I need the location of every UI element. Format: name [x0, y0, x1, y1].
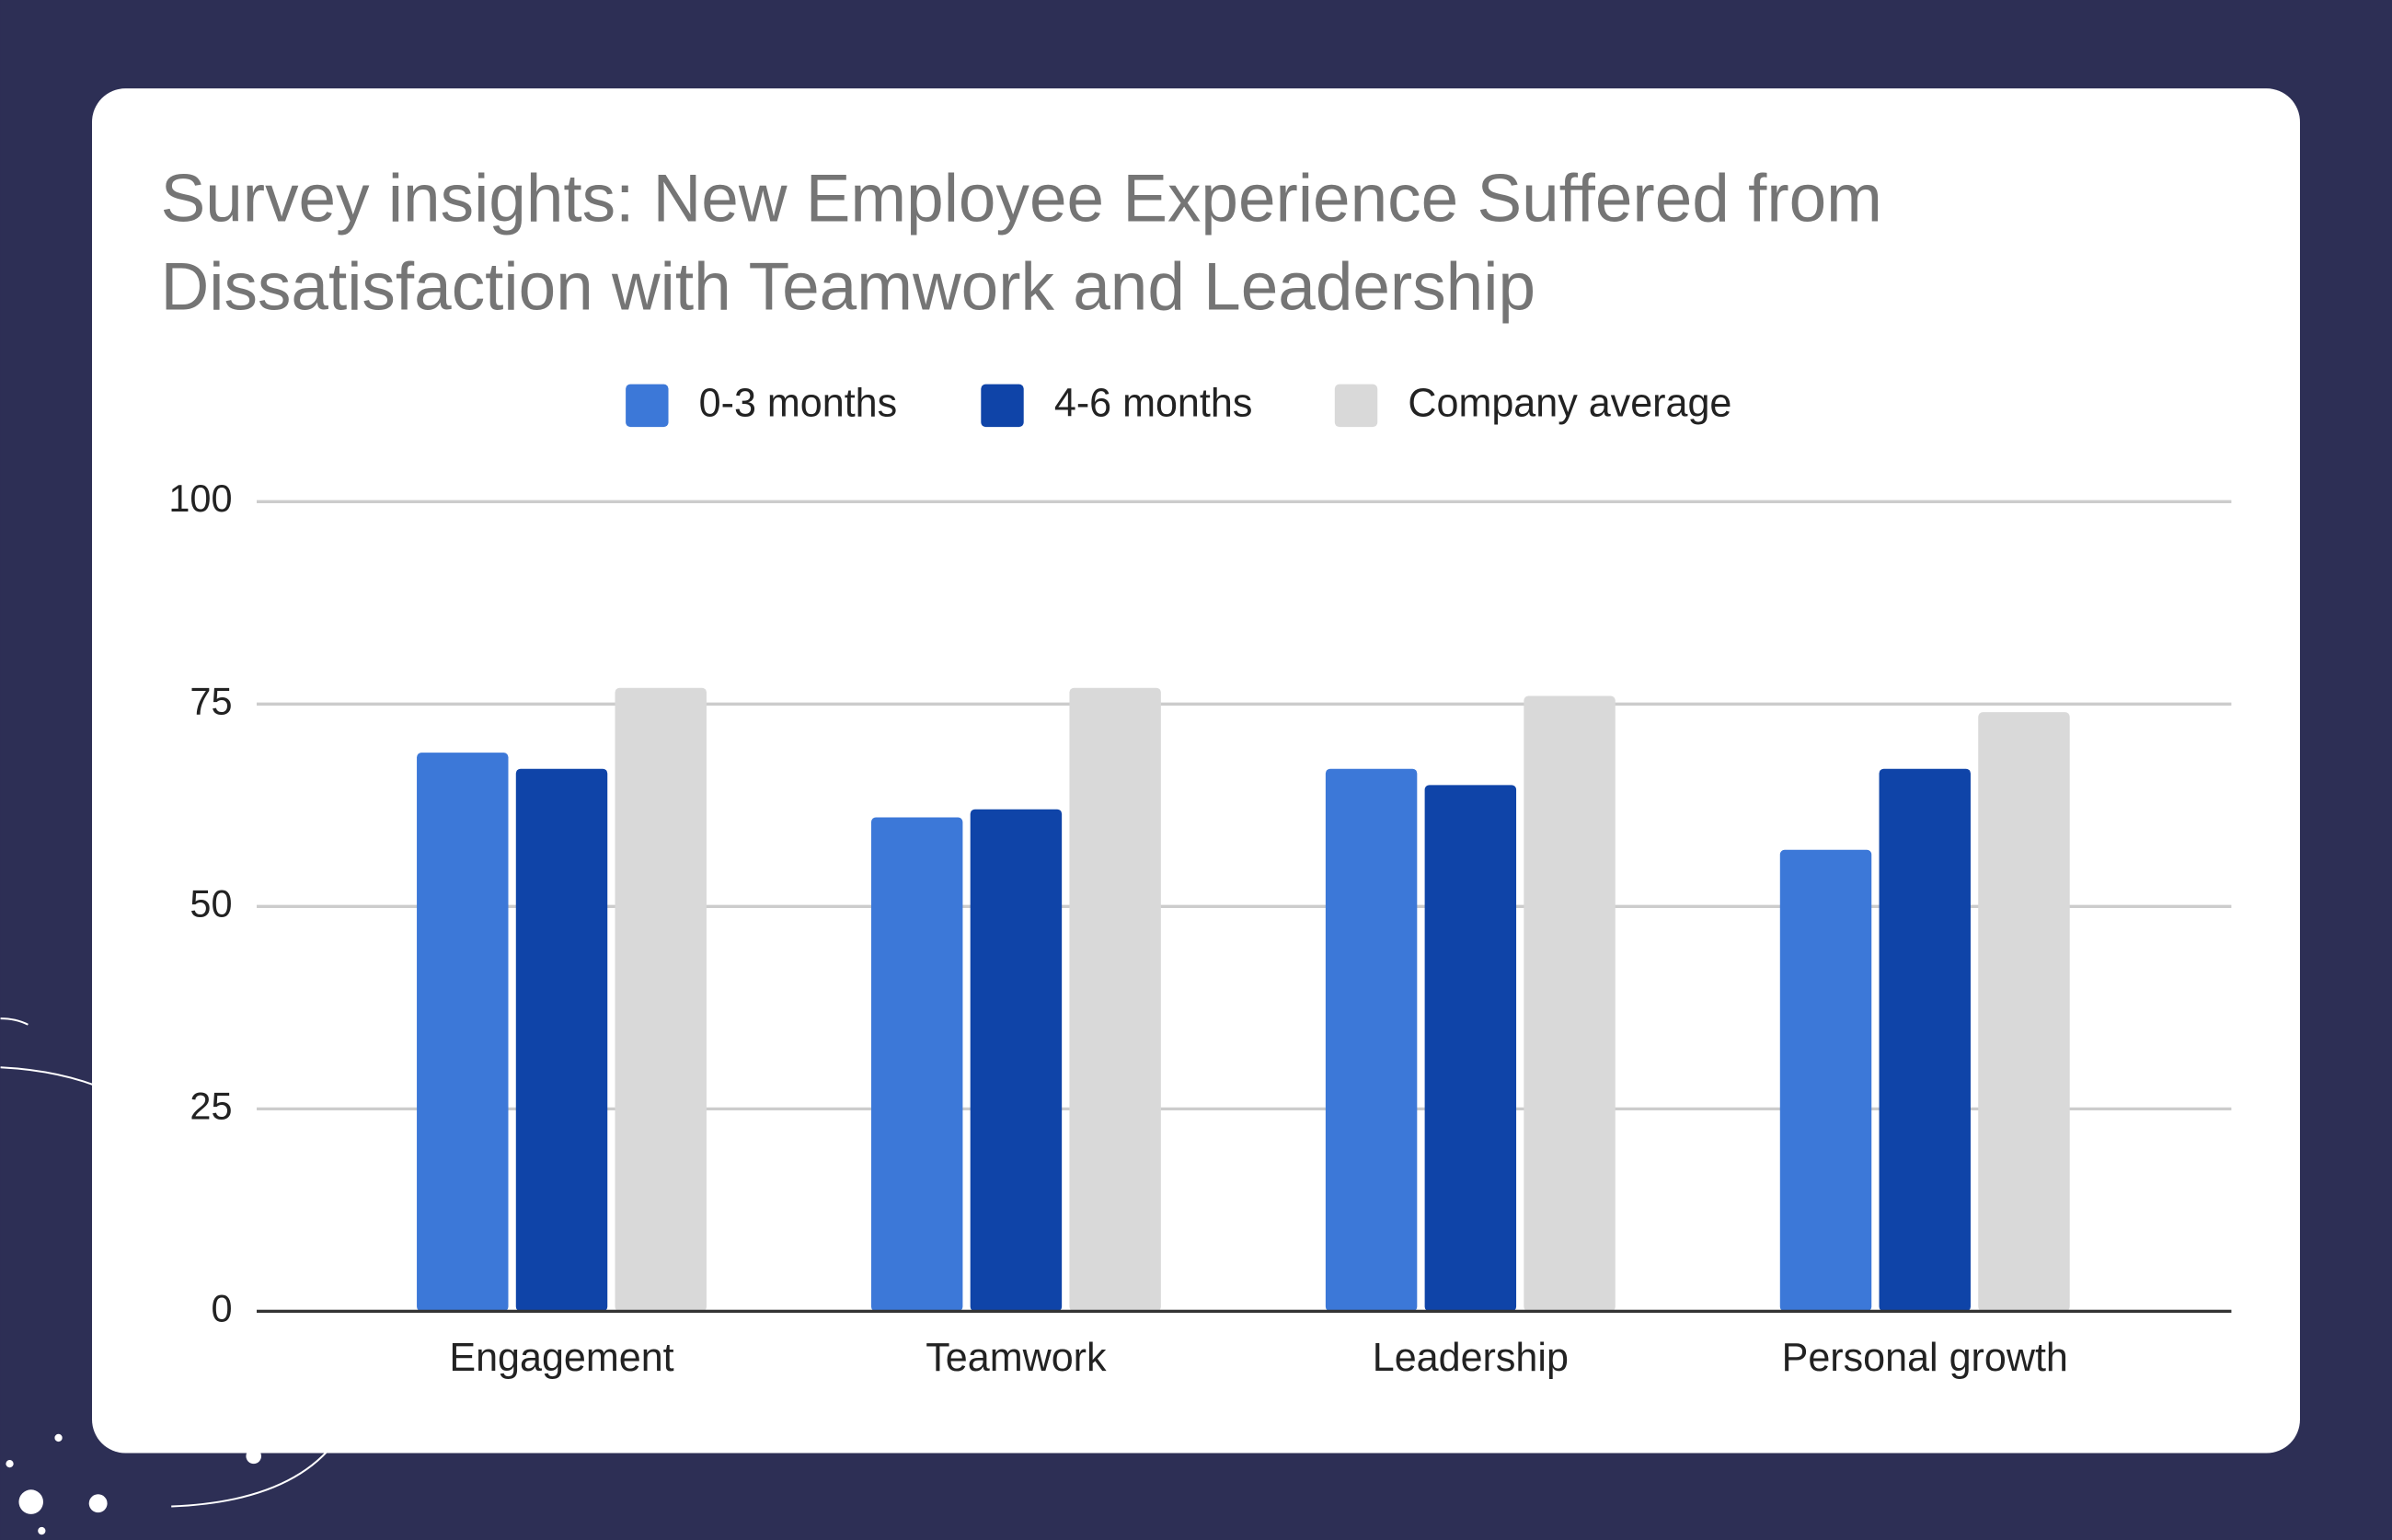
legend-label: Company average — [1408, 381, 1731, 425]
bar — [1325, 768, 1418, 1312]
x-tick-label: Engagement — [449, 1336, 673, 1380]
bar — [1879, 768, 1971, 1312]
y-tick-label: 0 — [211, 1286, 232, 1329]
legend-label: 0-3 months — [699, 381, 897, 425]
legend-swatch — [626, 384, 669, 428]
bar — [615, 687, 707, 1312]
bar — [1524, 695, 1616, 1312]
y-tick-label: 50 — [190, 881, 232, 925]
legend-swatch — [1334, 384, 1378, 428]
legend-label: 4-6 months — [1054, 381, 1253, 425]
y-tick-label: 75 — [190, 679, 232, 722]
x-tick-label: Leadership — [1373, 1336, 1569, 1380]
bar — [1779, 849, 1872, 1312]
x-tick-label: Personal growth — [1782, 1336, 2068, 1380]
bar — [1424, 785, 1517, 1312]
bar — [1978, 712, 2070, 1312]
chart-title: Survey insights: New Employee Experience… — [160, 161, 1882, 326]
title-container: Survey insights: New Employee Experience… — [160, 161, 1882, 326]
decoration-dots — [6, 1433, 261, 1535]
bar — [417, 753, 509, 1312]
y-tick-label: 25 — [190, 1084, 232, 1127]
bar — [970, 809, 1063, 1312]
bar — [870, 817, 963, 1312]
x-tick-label: Teamwork — [926, 1336, 1107, 1380]
y-tick-label: 100 — [168, 477, 232, 520]
bar — [515, 768, 608, 1312]
legend-swatch — [981, 384, 1024, 428]
bar — [1069, 687, 1161, 1312]
